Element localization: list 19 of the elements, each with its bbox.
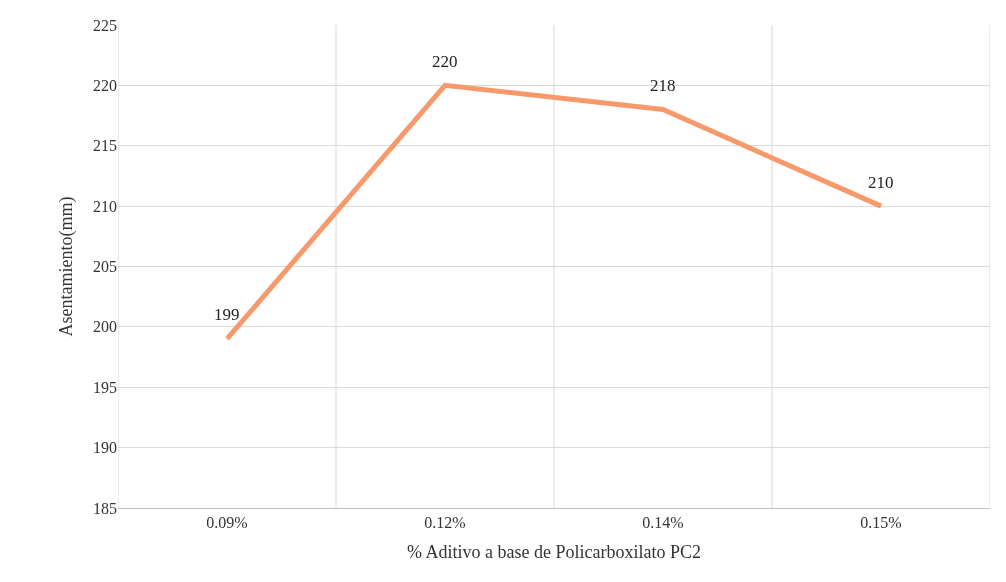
y-tick-label: 210 <box>93 197 117 215</box>
y-tick-label: 215 <box>93 137 117 155</box>
x-axis-title: % Aditivo a base de Policarboxilato PC2 <box>407 542 701 563</box>
x-tick-label: 0.14% <box>642 514 684 532</box>
x-tick-label: 0.12% <box>424 514 466 532</box>
data-label: 218 <box>650 76 676 95</box>
y-tick-label: 195 <box>93 378 117 396</box>
data-label: 199 <box>214 305 240 324</box>
data-label: 210 <box>868 173 894 192</box>
x-tick-label: 0.09% <box>206 514 248 532</box>
y-tick-label: 185 <box>93 499 117 517</box>
y-tick-label: 190 <box>93 439 117 457</box>
y-tick-label: 200 <box>93 318 117 336</box>
x-tick-label: 0.15% <box>860 514 902 532</box>
data-label: 220 <box>432 52 458 71</box>
y-axis-title: Asentamiento(mm) <box>56 196 78 337</box>
y-tick-label: 225 <box>93 16 117 34</box>
y-tick-label: 220 <box>93 76 117 94</box>
y-tick-label: 205 <box>93 258 117 276</box>
